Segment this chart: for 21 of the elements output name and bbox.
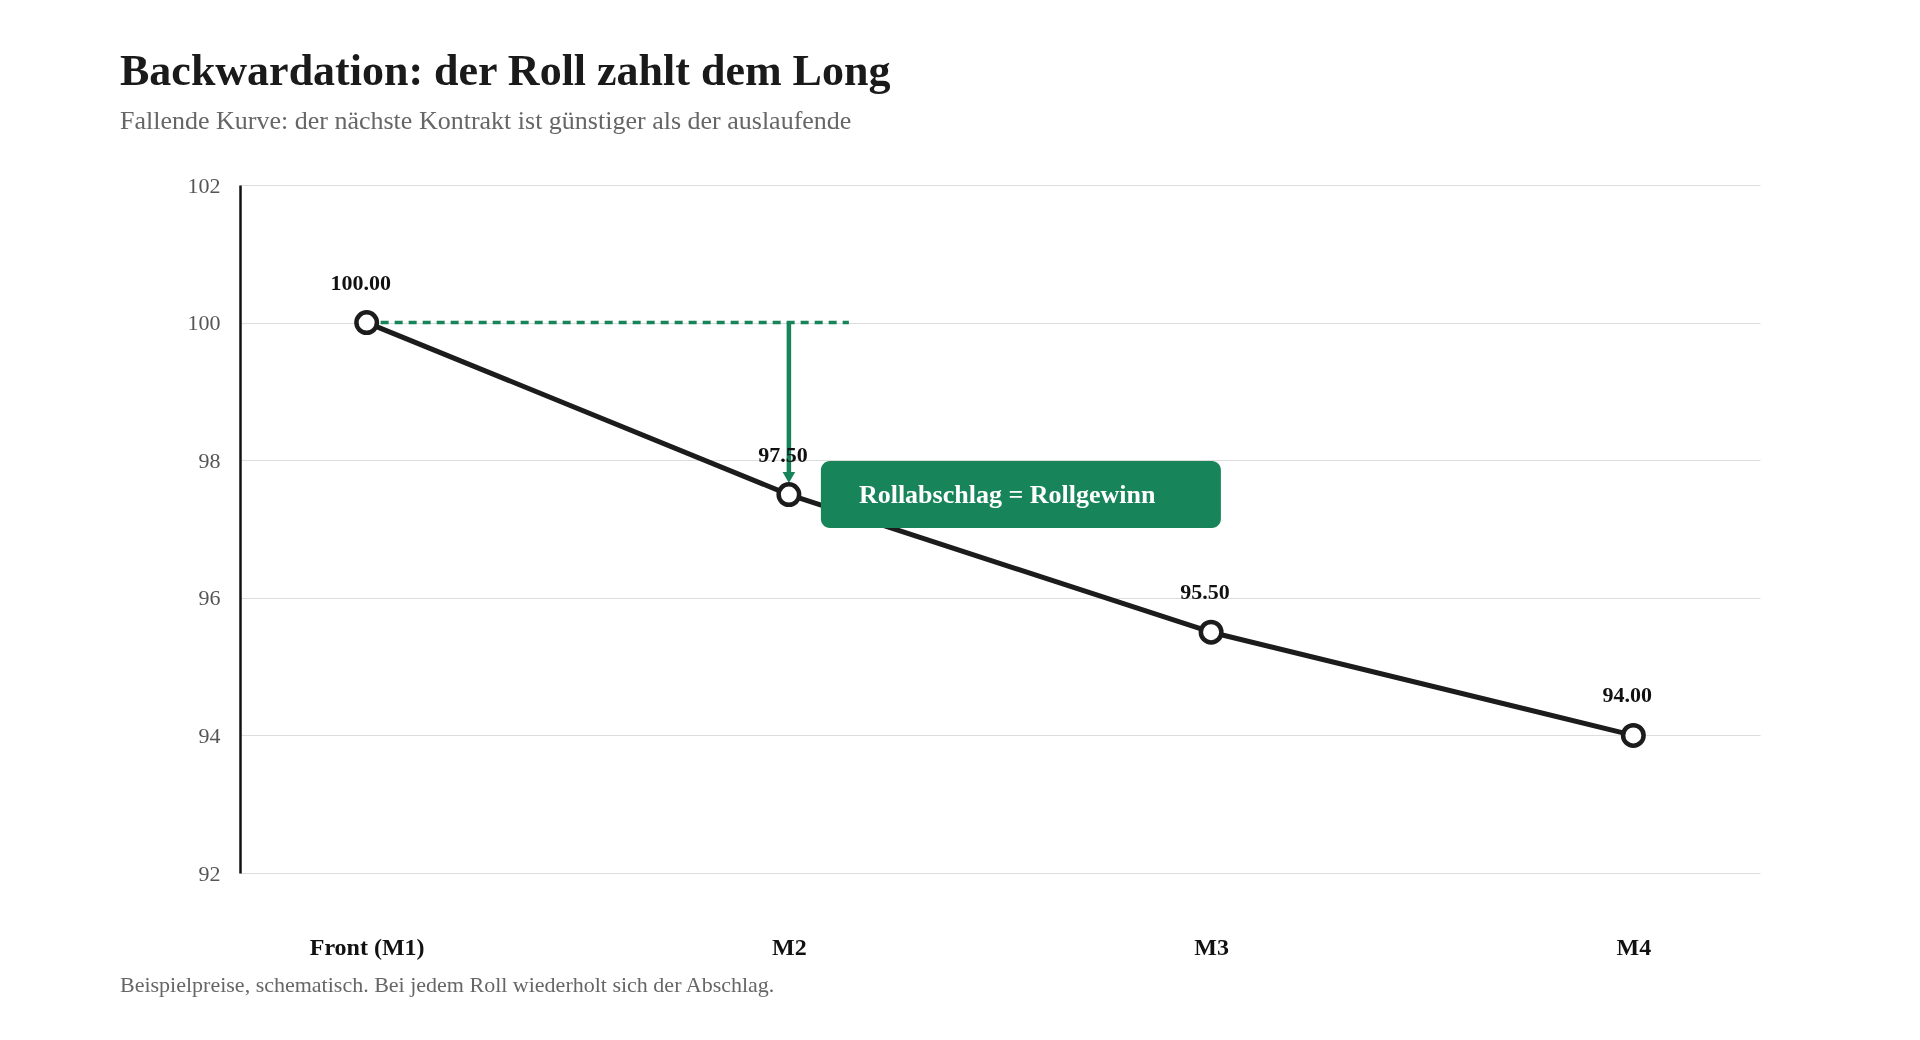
chart-subtitle: Fallende Kurve: der nächste Kontrakt ist günstiger als der auslaufende — [120, 106, 852, 135]
x-tick-label: Front (M1) — [309, 933, 425, 960]
x-tick-label: M2 — [772, 933, 807, 960]
y-tick-label: 100 — [187, 310, 221, 336]
y-tick-label: 96 — [198, 585, 221, 611]
point — [1198, 619, 1224, 645]
chart-title: Backwardation: der Roll zahlt dem Long — [120, 46, 891, 95]
y-tick-label: 102 — [187, 172, 221, 198]
point — [776, 482, 802, 508]
data-label: 100.00 — [330, 269, 391, 295]
data-label: 95.50 — [1180, 579, 1230, 605]
text: Beispielpreise, schematisch. Bei jedem Roll wiederholt sich der Abschlag. — [120, 972, 775, 997]
y-tick-label: 94 — [198, 722, 221, 748]
y-tick-label: 98 — [198, 447, 221, 473]
point — [1620, 722, 1646, 748]
annotation: Rollabschlag = Rollgewinn — [858, 479, 1156, 509]
x-tick-label: M3 — [1194, 933, 1229, 960]
x-tick-label: M4 — [1616, 933, 1652, 960]
point — [354, 310, 380, 336]
y-tick-label: 92 — [198, 860, 221, 886]
data-label: 94.00 — [1602, 682, 1653, 708]
